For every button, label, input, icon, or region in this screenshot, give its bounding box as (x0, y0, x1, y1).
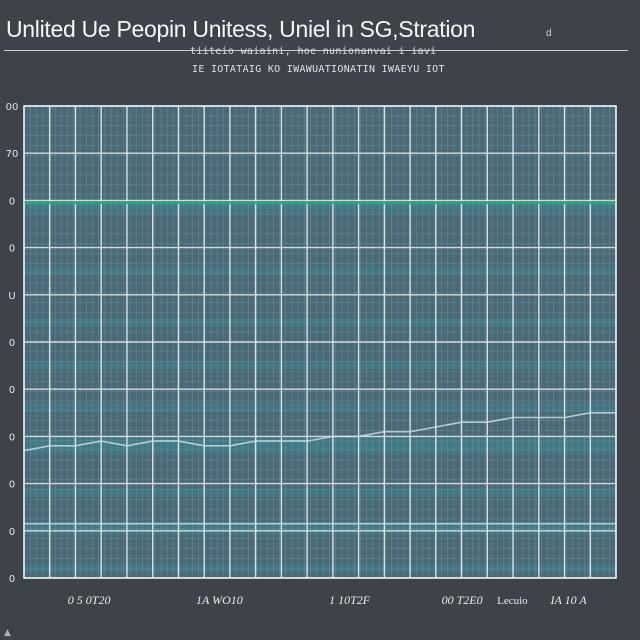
band-12 (24, 563, 616, 573)
y-tick-label-4: 0 (9, 385, 15, 396)
chart-subtitle-line-2: IE IOTATAIG KO IWAWUATIONATIN IWAEYU IOT (192, 64, 445, 75)
band-4 (24, 360, 616, 370)
band-8 (24, 445, 616, 455)
x-tick-label-1: 1A WO10 (196, 593, 243, 607)
band-6 (24, 436, 616, 445)
x-tick-label-0: 0 5 0T20 (68, 593, 111, 607)
x-tick-label-2: 1 10T2F (329, 593, 371, 607)
band-2 (24, 266, 616, 275)
y-tick-label-9: 70 (6, 149, 19, 160)
title-rule (4, 50, 628, 51)
y-tick-label-3: 0 (9, 432, 15, 443)
band-7 (24, 441, 616, 450)
y-tick-label-1: 0 (9, 527, 15, 538)
chart-title: Unlited Ue Peopin Unitess, Uniel in SG,S… (6, 16, 476, 42)
plot-border (23, 105, 617, 579)
band-9 (24, 488, 616, 497)
y-tick-label-6: U (8, 291, 15, 302)
y-tick-label-7: 0 (9, 244, 15, 255)
chart-subtitle-line-1: tiiteio waiaini, hoe nunionanvai i iavi (190, 46, 437, 57)
x-tick-label-4: IA 10 A (550, 593, 588, 607)
x-tick-label-3: 00 T2E0 (442, 593, 483, 607)
corner-mark: ▲ (4, 628, 11, 638)
y-tick-label-5: 0 (9, 338, 15, 349)
band-1 (24, 205, 616, 214)
band-5 (24, 403, 616, 412)
band-10 (24, 521, 616, 530)
band-3 (24, 318, 616, 327)
series-line-1 (23, 411, 616, 452)
y-tick-label-10: 00 (6, 102, 19, 113)
y-tick-label-2: 0 (9, 480, 15, 491)
y-tick-label-0: 0 (9, 574, 15, 585)
title-mark: d (546, 28, 552, 39)
x-axis-label: Lecuio (497, 595, 528, 607)
y-tick-label-8: 0 (9, 196, 15, 207)
band-0 (24, 200, 616, 209)
